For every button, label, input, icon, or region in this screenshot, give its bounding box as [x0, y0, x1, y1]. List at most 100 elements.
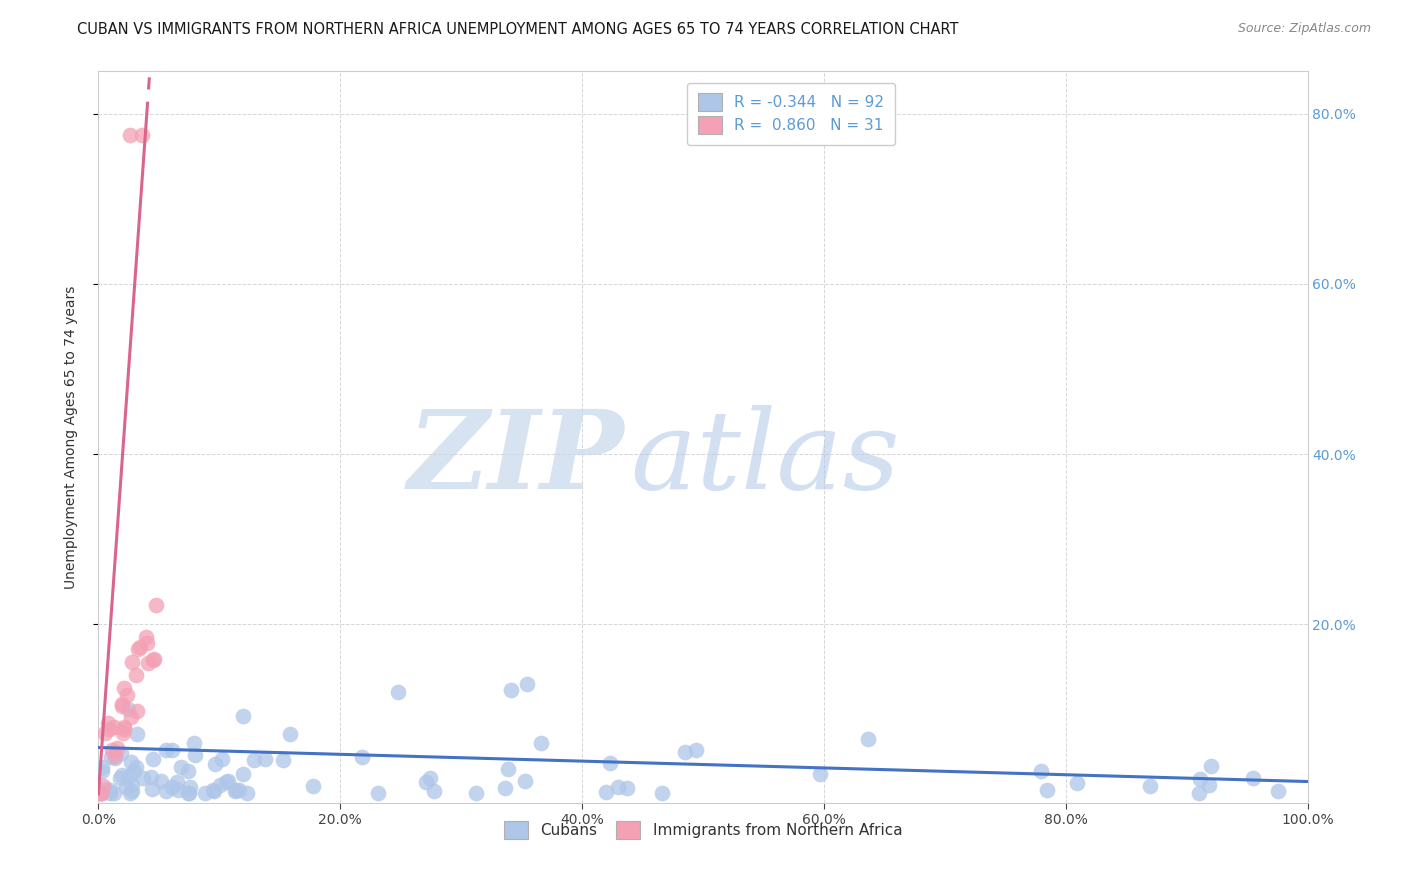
Text: CUBAN VS IMMIGRANTS FROM NORTHERN AFRICA UNEMPLOYMENT AMONG AGES 65 TO 74 YEARS : CUBAN VS IMMIGRANTS FROM NORTHERN AFRICA…	[77, 22, 959, 37]
Point	[149, 773, 172, 788]
Point	[176, 764, 198, 778]
Point	[135, 630, 157, 644]
Point	[1035, 783, 1057, 797]
Point	[120, 755, 142, 769]
Point	[125, 727, 148, 741]
Text: Source: ZipAtlas.com: Source: ZipAtlas.com	[1237, 22, 1371, 36]
Point	[271, 753, 294, 767]
Point	[131, 128, 153, 143]
Point	[93, 726, 115, 740]
Point	[90, 787, 112, 801]
Point	[139, 770, 162, 784]
Point	[160, 780, 183, 795]
Point	[1199, 759, 1222, 773]
Point	[1267, 783, 1289, 797]
Point	[98, 787, 121, 801]
Point	[103, 786, 125, 800]
Point	[170, 760, 193, 774]
Point	[1198, 778, 1220, 792]
Point	[98, 783, 121, 797]
Point	[184, 747, 207, 762]
Point	[211, 752, 233, 766]
Point	[177, 787, 200, 801]
Point	[160, 743, 183, 757]
Point	[236, 786, 259, 800]
Point	[112, 681, 135, 695]
Point	[215, 775, 238, 789]
Point	[1139, 779, 1161, 793]
Point	[142, 653, 165, 667]
Point	[530, 736, 553, 750]
Point	[121, 778, 143, 792]
Point	[301, 779, 323, 793]
Point	[232, 767, 254, 781]
Point	[387, 685, 409, 699]
Point	[496, 762, 519, 776]
Point	[155, 784, 177, 798]
Point	[352, 749, 374, 764]
Point	[136, 636, 159, 650]
Point	[155, 743, 177, 757]
Point	[194, 786, 217, 800]
Point	[118, 128, 141, 143]
Point	[115, 688, 138, 702]
Point	[808, 767, 831, 781]
Point	[201, 783, 224, 797]
Point	[122, 764, 145, 779]
Point	[127, 704, 149, 718]
Legend: Cubans, Immigrants from Northern Africa: Cubans, Immigrants from Northern Africa	[495, 812, 911, 847]
Point	[208, 778, 231, 792]
Point	[1188, 786, 1211, 800]
Point	[90, 786, 112, 800]
Point	[90, 759, 112, 773]
Point	[100, 743, 122, 757]
Point	[117, 702, 139, 716]
Point	[136, 657, 159, 671]
Point	[415, 775, 437, 789]
Point	[145, 598, 167, 612]
Point	[118, 769, 141, 783]
Point	[177, 787, 200, 801]
Point	[120, 710, 142, 724]
Point	[104, 749, 127, 764]
Point	[104, 750, 127, 764]
Point	[673, 745, 696, 759]
Point	[228, 783, 250, 797]
Point	[516, 677, 538, 691]
Point	[651, 787, 673, 801]
Point	[225, 783, 247, 797]
Point	[367, 787, 389, 801]
Point	[91, 786, 114, 800]
Point	[616, 780, 638, 795]
Point	[204, 784, 226, 798]
Point	[856, 731, 879, 746]
Point	[685, 743, 707, 757]
Point	[111, 726, 134, 740]
Point	[599, 756, 621, 770]
Point	[103, 721, 125, 735]
Point	[204, 756, 226, 771]
Point	[183, 736, 205, 750]
Point	[118, 787, 141, 801]
Point	[464, 787, 486, 801]
Point	[127, 642, 149, 657]
Point	[110, 771, 132, 785]
Y-axis label: Unemployment Among Ages 65 to 74 years: Unemployment Among Ages 65 to 74 years	[63, 285, 77, 589]
Point	[97, 722, 120, 736]
Text: atlas: atlas	[630, 405, 900, 513]
Point	[243, 753, 266, 767]
Point	[115, 780, 138, 795]
Point	[125, 668, 148, 682]
Point	[111, 697, 134, 711]
Point	[142, 652, 165, 666]
Point	[595, 784, 617, 798]
Point	[607, 780, 630, 795]
Point	[142, 752, 165, 766]
Point	[217, 774, 239, 789]
Point	[91, 764, 114, 779]
Point	[423, 784, 446, 798]
Point	[499, 683, 522, 698]
Point	[94, 781, 117, 796]
Point	[179, 780, 201, 795]
Point	[254, 752, 277, 766]
